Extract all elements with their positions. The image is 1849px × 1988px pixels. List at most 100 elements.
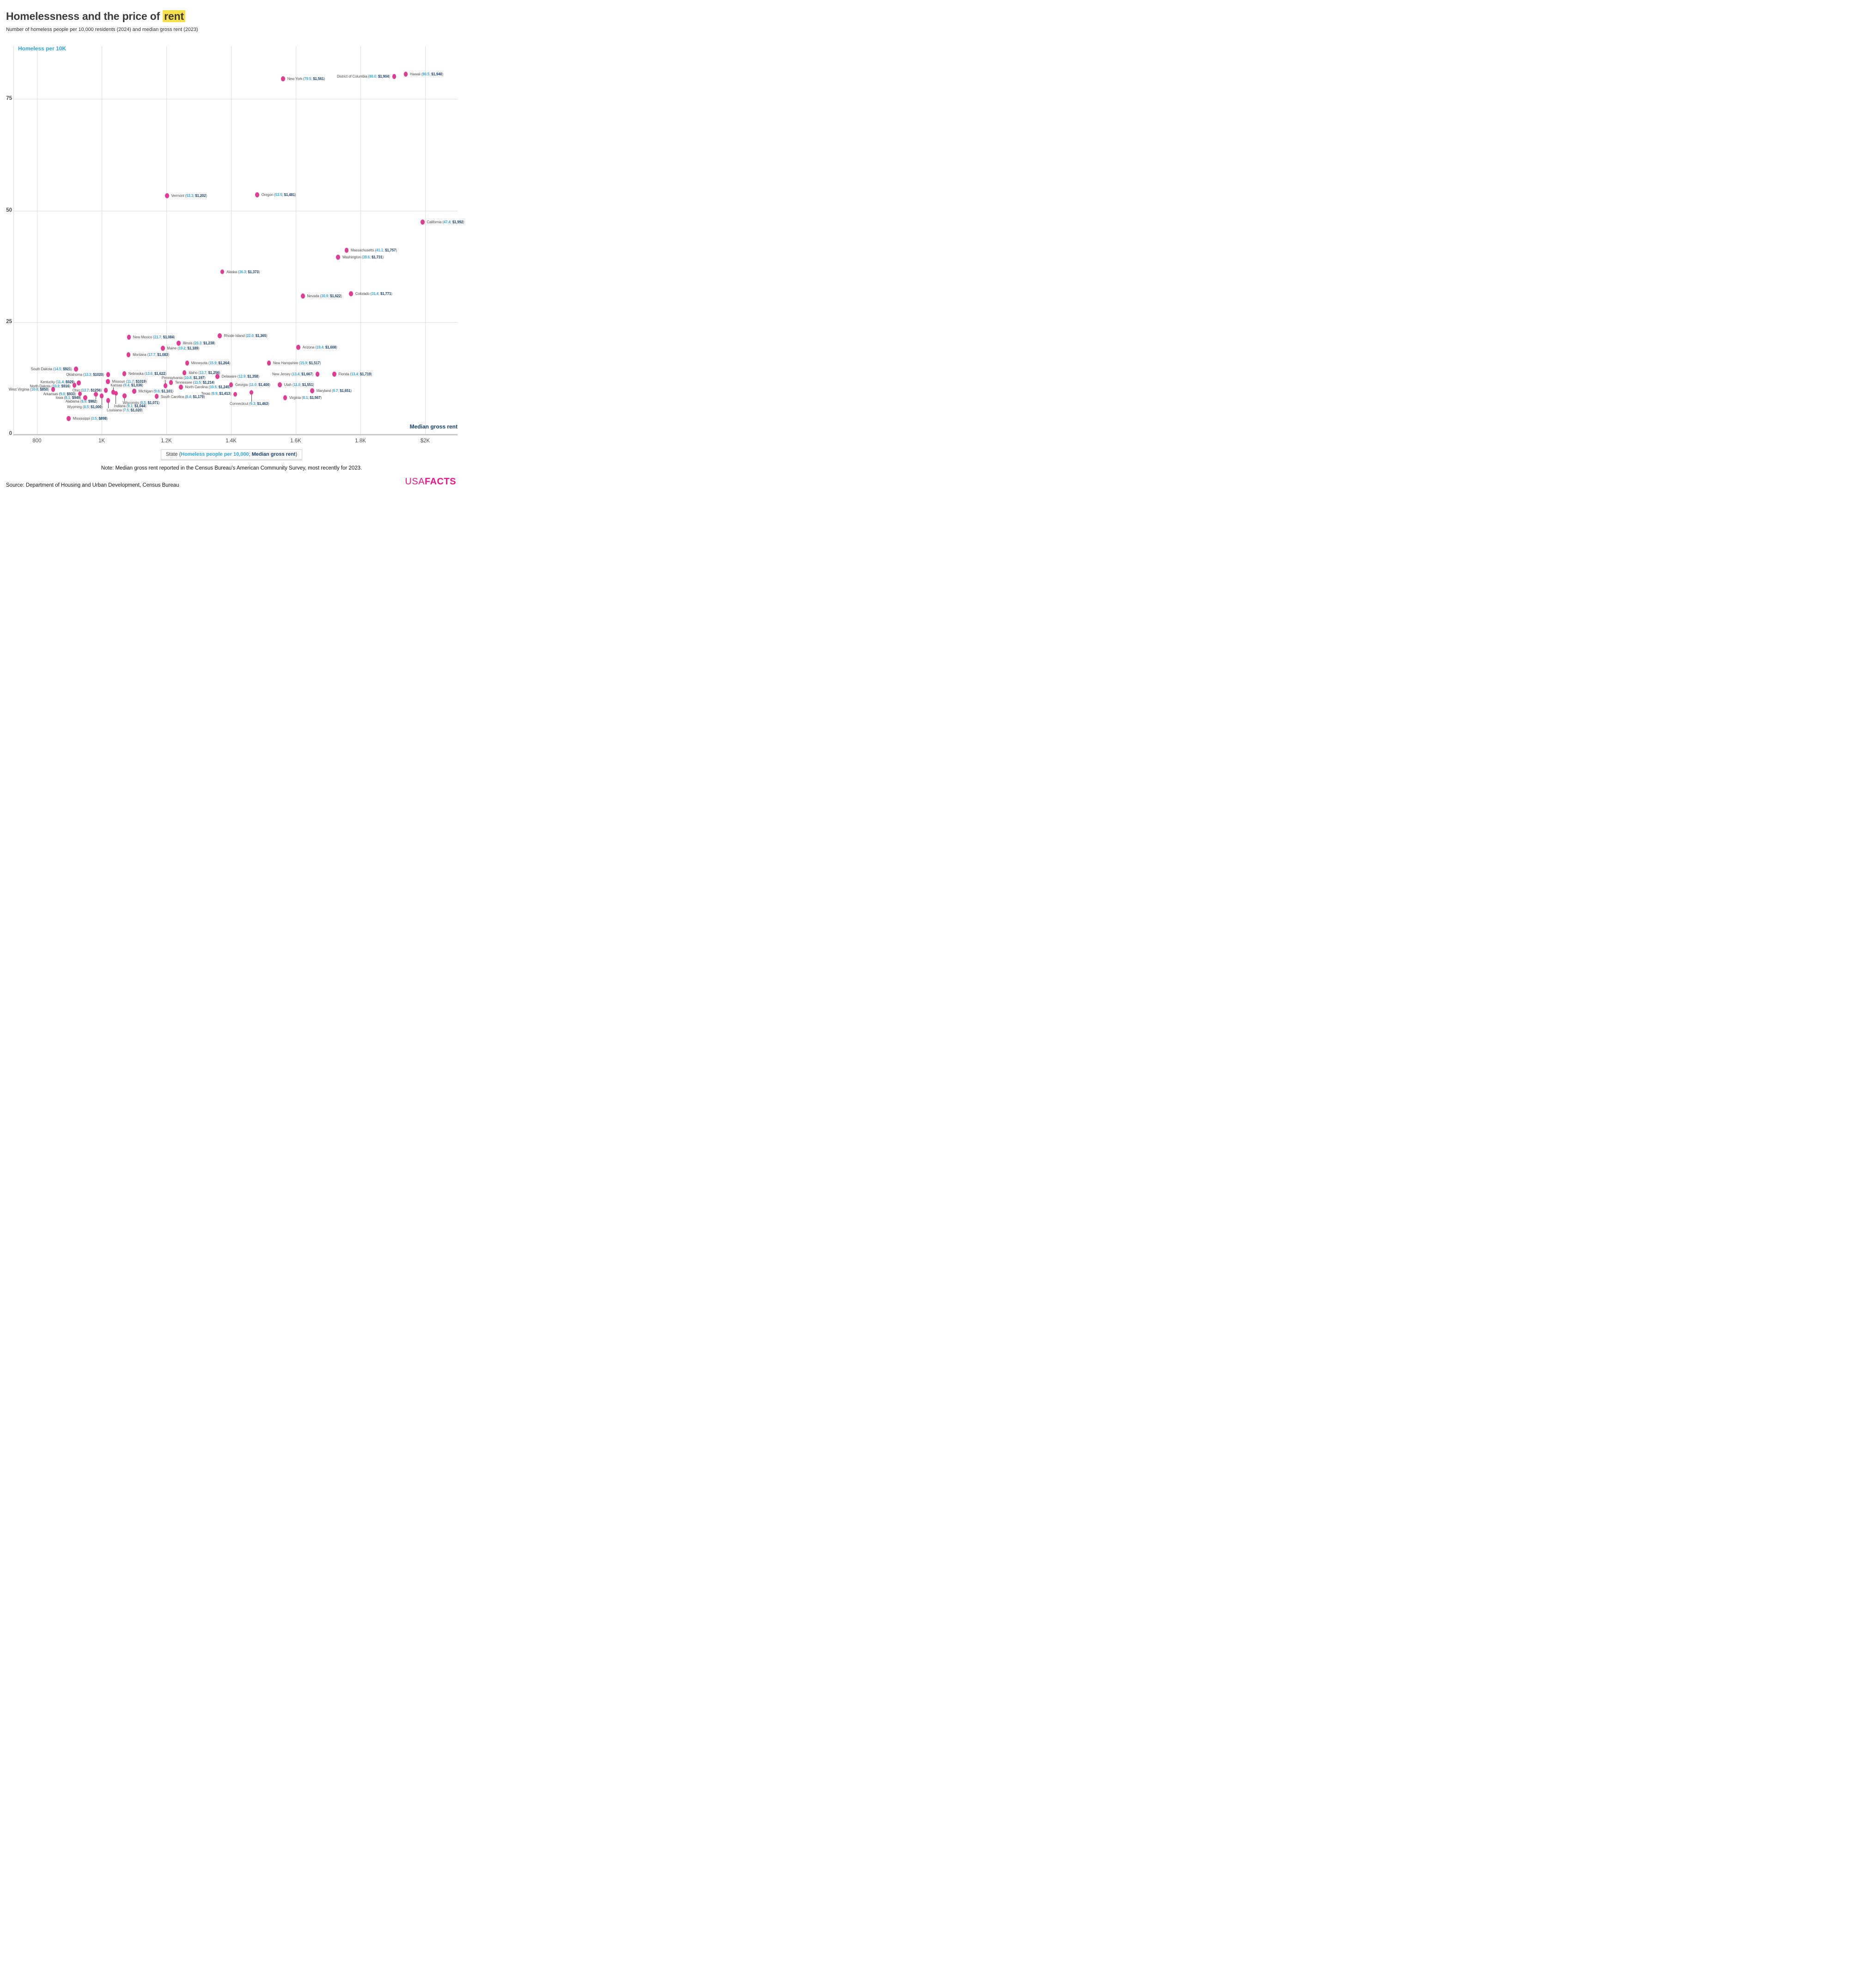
label-leader-line	[108, 403, 109, 408]
point-district-of-columbia[interactable]	[392, 74, 397, 80]
y-axis-label: Homeless per 10K	[18, 45, 67, 52]
point-missouri[interactable]	[106, 379, 110, 385]
point-maine[interactable]	[161, 345, 165, 351]
point-north-dakota[interactable]	[72, 383, 77, 388]
point-california[interactable]	[421, 220, 425, 225]
point-vermont[interactable]	[165, 193, 169, 199]
logo-facts: FACTS	[424, 477, 456, 487]
point-label-oregon: Oregon (53.5; $1,481)	[261, 193, 296, 197]
point-arkansas[interactable]	[78, 391, 82, 397]
point-north-carolina[interactable]	[179, 385, 183, 390]
subtitle: Number of homeless people per 10,000 res…	[6, 27, 198, 32]
point-tennessee[interactable]	[169, 380, 173, 385]
point-iowa[interactable]	[83, 395, 87, 401]
point-virginia[interactable]	[283, 395, 287, 401]
point-georgia[interactable]	[229, 382, 233, 388]
point-label-nebraska: Nebraska (13.6; $1,622)	[128, 371, 166, 376]
point-label-florida: Florida (13.4; $1,719)	[338, 372, 372, 376]
point-label-iowa: Iowa (8.1; $949)	[55, 396, 81, 400]
point-south-carolina[interactable]	[154, 394, 159, 399]
usafacts-homelessness-rent-page: Homelessness and the price of rent Numbe…	[0, 0, 464, 497]
x-tick-label: 1.6K	[290, 438, 301, 444]
point-illinois[interactable]	[177, 341, 181, 346]
point-nevada[interactable]	[301, 293, 305, 299]
point-label-indiana: Indiana (9.1; $1,044)	[114, 404, 146, 409]
x-axis-line	[13, 434, 458, 435]
point-colorado[interactable]	[349, 291, 353, 296]
point-utah[interactable]	[278, 382, 282, 388]
point-label-district-of-columbia: District of Columbia (80.0; $1,904)	[336, 74, 390, 79]
point-texas[interactable]	[233, 391, 238, 397]
point-nebraska[interactable]	[122, 371, 127, 376]
point-hawaii[interactable]	[403, 72, 408, 77]
point-indiana[interactable]	[114, 391, 118, 396]
point-label-montana: Montana (17.7; $1,083)	[133, 353, 169, 357]
point-wyoming[interactable]	[99, 393, 104, 399]
legend-suffix: )	[295, 452, 298, 457]
point-arizona[interactable]	[296, 345, 300, 350]
x-tick-label: 1.4K	[226, 438, 237, 444]
point-label-utah: Utah (11.0; $1,551)	[284, 383, 314, 387]
point-wisconsin[interactable]	[122, 393, 127, 399]
y-tick-label: 0	[9, 431, 12, 436]
point-alabama[interactable]	[94, 391, 98, 397]
x-tick-label: 800	[32, 438, 42, 444]
legend-prefix: State (	[165, 452, 181, 457]
point-label-california: California (47.4; $1,992)	[427, 220, 464, 225]
point-connecticut[interactable]	[249, 390, 254, 395]
point-kentucky[interactable]	[77, 380, 81, 386]
point-label-idaho: Idaho (13.7; $1,256)	[189, 371, 220, 375]
point-kansas[interactable]	[111, 389, 116, 395]
point-south-dakota[interactable]	[74, 367, 78, 372]
point-label-pennsylvania: Pennsylvania (10.8; $1,197)	[161, 375, 206, 380]
source-attribution: Source: Department of Housing and Urban …	[6, 483, 179, 488]
point-new-hampshire[interactable]	[267, 360, 271, 366]
point-oklahoma[interactable]	[106, 372, 110, 377]
point-maryland[interactable]	[310, 388, 314, 393]
scatter-plot: 800 1K 1.2K 1.4K 1.6K 1.8K $2K 0 25 50 75 Hawaii (8…	[0, 0, 464, 497]
y-gridline	[13, 322, 458, 323]
point-label-kentucky: Kentucky (11.4; $929)	[40, 380, 75, 385]
y-tick-label: 25	[6, 319, 12, 325]
y-tick-label: 75	[6, 95, 12, 101]
point-label-missouri: Missouri (11.7; $1019)	[112, 379, 147, 384]
point-idaho[interactable]	[182, 370, 187, 375]
point-label-tennessee: Tennessee (11.5; $1,214)	[175, 380, 215, 385]
point-rhode-island[interactable]	[218, 333, 222, 338]
legend-separator: ;	[249, 452, 252, 457]
y-tick-label: 50	[6, 207, 12, 213]
point-new-mexico[interactable]	[127, 334, 131, 340]
point-delaware[interactable]	[215, 373, 220, 379]
point-label-virginia: Virginia (8.1; $1,567)	[289, 396, 322, 400]
point-massachusetts[interactable]	[344, 248, 349, 253]
point-minnesota[interactable]	[185, 360, 189, 366]
x-tick-label: 1K	[98, 438, 105, 444]
point-new-york[interactable]	[281, 76, 285, 81]
point-label-north-carolina: North Carolina (10.5; $1,245)	[185, 385, 231, 389]
legend: State (Homeless people per 10,000; Media…	[160, 449, 303, 459]
point-label-michigan: Michigan (9.6; $1,101)	[138, 389, 174, 393]
point-label-illinois: Illinois (20.3; $1,238)	[183, 341, 215, 346]
point-label-west-virginia: West Virginia (10.0; $850)	[8, 387, 49, 391]
point-alaska[interactable]	[220, 269, 225, 275]
point-florida[interactable]	[332, 372, 336, 377]
point-louisiana[interactable]	[106, 398, 110, 403]
x-gridline	[425, 46, 426, 434]
label-leader-line	[251, 394, 252, 402]
point-oregon[interactable]	[255, 192, 259, 198]
point-new-jersey[interactable]	[315, 372, 320, 377]
point-pennsylvania[interactable]	[163, 383, 168, 388]
point-label-massachusetts: Massachusetts (41.1; $1,757)	[350, 248, 397, 253]
point-label-oklahoma: Oklahoma (13.3; $1020)	[66, 372, 104, 377]
point-label-kansas: Kansas (9.4; $1,036)	[110, 383, 143, 388]
point-mississippi[interactable]	[67, 416, 71, 421]
point-washington[interactable]	[336, 254, 340, 260]
point-montana[interactable]	[126, 352, 131, 358]
point-label-rhode-island: Rhode Island (22.0; $1,365)	[224, 333, 268, 338]
point-west-virginia[interactable]	[51, 386, 55, 392]
point-michigan[interactable]	[132, 388, 136, 394]
point-label-minnesota: Minnesota (15.9; $1,264)	[191, 361, 231, 365]
point-label-south-carolina: South Carolina (8.4; $1,170)	[161, 395, 205, 399]
point-label-connecticut: Connecticut (9.3; $1,463)	[230, 402, 269, 406]
point-ohio[interactable]	[104, 387, 108, 393]
